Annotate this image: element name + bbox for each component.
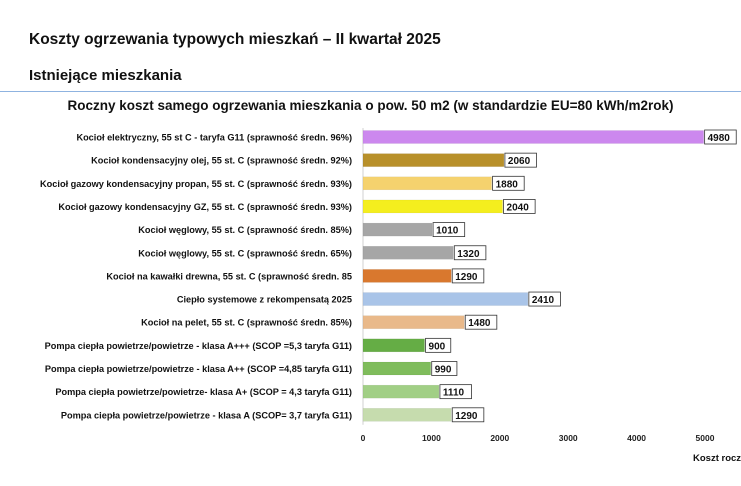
data-label-box [453, 245, 487, 261]
x-tick-label: 5000 [696, 433, 715, 443]
data-label-box [425, 337, 452, 353]
bar [362, 338, 425, 353]
bar [362, 384, 440, 399]
category-label: Kocioł węglowy, 55 st. C (sprawność śred… [138, 248, 352, 258]
section-title: Istniejące mieszkania [29, 67, 182, 84]
data-label: 990 [435, 365, 452, 376]
data-label: 900 [429, 341, 446, 352]
data-label-box [432, 222, 466, 238]
bar [362, 222, 433, 237]
data-label-box [451, 407, 485, 423]
category-label: Kocioł na kawałki drewna, 55 st. C (spra… [106, 271, 352, 281]
category-label: Pompa ciepła powietrze/powietrze - klasa… [45, 341, 352, 351]
data-label-box [451, 268, 485, 284]
data-label: 1110 [443, 388, 465, 399]
data-label: 4980 [708, 133, 731, 144]
page-title: Koszty ogrzewania typowych mieszkań – II… [29, 31, 441, 48]
bar [362, 292, 529, 306]
x-axis-title: Koszt roczn [693, 453, 741, 464]
x-tick-label: 3000 [559, 433, 578, 443]
data-label-box [504, 152, 537, 168]
data-label-box [704, 129, 737, 145]
bar [362, 246, 454, 260]
data-label-box [492, 175, 525, 191]
data-label-box [464, 314, 498, 330]
category-label: Kocioł gazowy kondensacyjny propan, 55 s… [40, 179, 352, 189]
bar [362, 408, 452, 422]
category-label: Pompa ciepła powietrze/powietrze- klasa … [55, 387, 352, 397]
bar [362, 361, 431, 376]
bar [362, 153, 505, 167]
data-label: 1880 [496, 179, 519, 190]
category-label: Kocioł elektryczny, 55 st C - taryfa G11… [76, 133, 352, 143]
x-tick-label: 0 [361, 433, 366, 443]
data-label: 2060 [508, 156, 531, 167]
category-label: Pompa ciepła powietrze/powietrze - klasa… [61, 410, 352, 420]
bar [362, 130, 704, 144]
data-label: 2040 [507, 202, 530, 213]
bar [362, 269, 452, 283]
data-label: 2410 [532, 295, 555, 306]
chart-title: Roczny koszt samego ogrzewania mieszkani… [67, 98, 674, 113]
category-label: Kocioł gazowy kondensacyjny GZ, 55 st. C… [58, 202, 352, 212]
data-label-box [503, 199, 536, 214]
data-label-box [528, 291, 561, 307]
x-tick-label: 2000 [490, 433, 509, 443]
category-label: Kocioł na pelet, 55 st. C (sprawność śre… [141, 318, 352, 328]
data-label-box [439, 384, 472, 400]
data-label: 1320 [457, 249, 480, 260]
data-label: 1290 [455, 411, 478, 422]
x-tick-label: 1000 [422, 433, 441, 443]
data-label: 1010 [436, 226, 459, 237]
data-label: 1290 [455, 272, 478, 283]
bar [362, 199, 503, 214]
x-tick-label: 4000 [627, 433, 646, 443]
bar [362, 315, 465, 329]
section-divider [0, 91, 741, 92]
bar [362, 176, 492, 191]
category-label: Kocioł kondensacyjny olej, 55 st. C (spr… [91, 156, 352, 166]
category-label: Ciepło systemowe z rekompensatą 2025 [177, 295, 352, 305]
category-label: Pompa ciepła powietrze/powietrze - klasa… [45, 364, 352, 374]
data-label-box [431, 361, 458, 376]
data-label: 1480 [468, 318, 491, 329]
category-label: Kocioł węglowy, 55 st. C (sprawność śred… [138, 225, 352, 235]
